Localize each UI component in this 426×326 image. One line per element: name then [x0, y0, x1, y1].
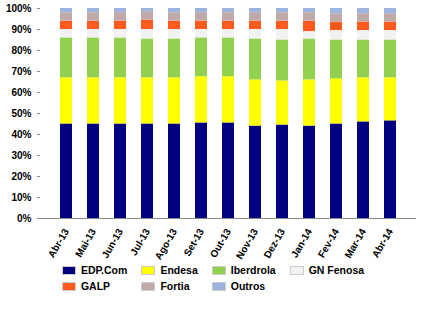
- html-text:Fortia: Fortia: [160, 280, 190, 292]
- svg-text:Jul-13: Jul-13: [128, 226, 152, 257]
- svg-text:Jun-13: Jun-13: [99, 226, 125, 260]
- svg-text:60%: 60%: [11, 87, 31, 98]
- html-text:Iberdrola: Iberdrola: [230, 264, 276, 276]
- svg-text:70%: 70%: [11, 66, 31, 77]
- svg-text:80%: 80%: [11, 45, 31, 56]
- svg-text:10%: 10%: [11, 192, 31, 203]
- html-text:EDP.Com: EDP.Com: [80, 264, 128, 276]
- svg-text:Abr-13: Abr-13: [46, 226, 72, 259]
- svg-text:0%: 0%: [17, 213, 32, 224]
- svg-text:Ago-13: Ago-13: [153, 226, 180, 261]
- svg-text:30%: 30%: [11, 150, 31, 161]
- svg-text:Abr-14: Abr-14: [370, 226, 396, 259]
- svg-text:Set-13: Set-13: [181, 226, 206, 258]
- svg-text:50%: 50%: [11, 108, 31, 119]
- svg-text:Mar-14: Mar-14: [342, 226, 368, 260]
- svg-text:40%: 40%: [11, 129, 31, 140]
- svg-text:20%: 20%: [11, 171, 31, 182]
- svg-text:100%: 100%: [6, 3, 32, 14]
- svg-text:Mai-13: Mai-13: [73, 226, 98, 259]
- html-text:Outros: Outros: [230, 280, 266, 292]
- svg-text:Fev-14: Fev-14: [316, 226, 342, 259]
- svg-text:Out-13: Out-13: [208, 226, 234, 259]
- svg-text:Dez-13: Dez-13: [261, 226, 287, 260]
- svg-text:90%: 90%: [11, 24, 31, 35]
- html-text:GN Fenosa: GN Fenosa: [308, 264, 365, 276]
- svg-text:Nov-13: Nov-13: [234, 226, 260, 261]
- html-text:GALP: GALP: [80, 280, 110, 292]
- html-text:Endesa: Endesa: [160, 264, 198, 276]
- svg-text:Jan-14: Jan-14: [289, 226, 315, 259]
